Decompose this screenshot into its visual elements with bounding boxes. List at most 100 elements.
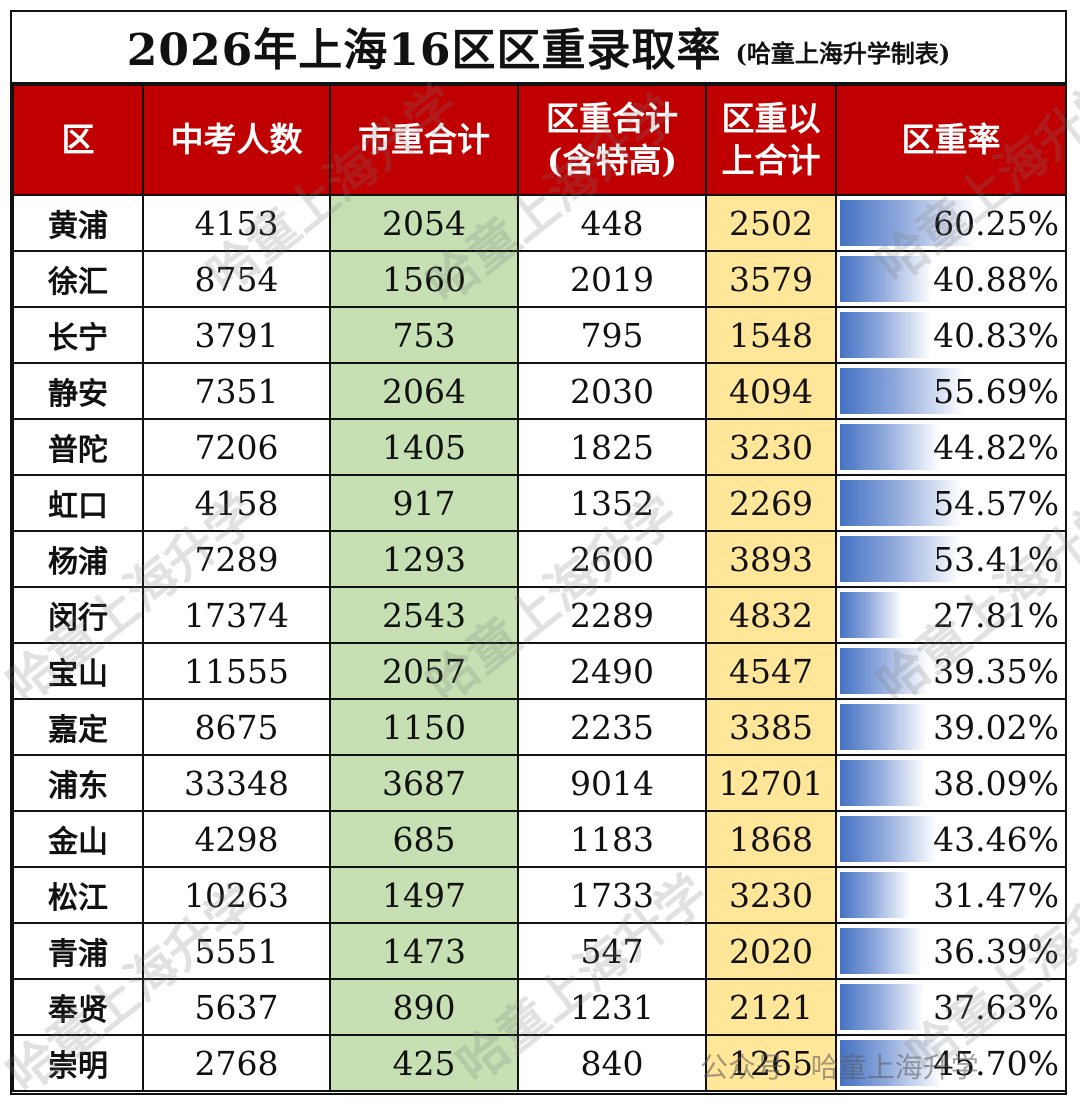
table-row: 闵行 17374 2543 2289 4832 27.81% bbox=[12, 586, 1067, 644]
rate-data-bar bbox=[840, 592, 902, 638]
table-row: 杨浦 7289 1293 2600 3893 53.41% bbox=[12, 530, 1067, 588]
table-row: 徐汇 8754 1560 2019 3579 40.88% bbox=[12, 250, 1067, 308]
header-district-key-total-line1: 区重合计 bbox=[546, 98, 678, 138]
cell-district: 徐汇 bbox=[12, 250, 144, 308]
cell-above-district-key: 2502 bbox=[705, 194, 837, 252]
rate-value: 39.35% bbox=[933, 651, 1059, 691]
cell-city-key-total: 1405 bbox=[329, 418, 519, 476]
cell-district: 长宁 bbox=[12, 306, 144, 364]
table-row: 奉贤 5637 890 1231 2121 37.63% bbox=[12, 978, 1067, 1036]
rate-data-bar bbox=[840, 704, 927, 750]
cell-district-key-rate: 39.35% bbox=[835, 642, 1067, 700]
cell-district: 崇明 bbox=[12, 1034, 144, 1092]
table-row: 金山 4298 685 1183 1868 43.46% bbox=[12, 810, 1067, 868]
rate-data-bar bbox=[840, 424, 940, 470]
cell-city-key-total: 685 bbox=[329, 810, 519, 868]
cell-district-key-total: 2289 bbox=[517, 586, 707, 644]
cell-district-key-rate: 38.09% bbox=[835, 754, 1067, 812]
cell-district-key-rate: 44.82% bbox=[835, 418, 1067, 476]
cell-exam-count: 8754 bbox=[142, 250, 331, 308]
cell-city-key-total: 425 bbox=[329, 1034, 519, 1092]
cell-above-district-key: 3230 bbox=[705, 866, 837, 924]
cell-district: 松江 bbox=[12, 866, 144, 924]
cell-above-district-key: 2020 bbox=[705, 922, 837, 980]
cell-district: 宝山 bbox=[12, 642, 144, 700]
cell-district-key-rate: 45.70% bbox=[835, 1034, 1067, 1092]
table-row: 长宁 3791 753 795 1548 40.83% bbox=[12, 306, 1067, 364]
cell-district-key-total: 547 bbox=[517, 922, 707, 980]
cell-exam-count: 3791 bbox=[142, 306, 331, 364]
cell-district-key-total: 2490 bbox=[517, 642, 707, 700]
cell-district-key-total: 795 bbox=[517, 306, 707, 364]
cell-district-key-rate: 31.47% bbox=[835, 866, 1067, 924]
header-city-key-total: 市重合计 bbox=[329, 84, 519, 196]
rate-data-bar bbox=[840, 312, 931, 358]
cell-district-key-total: 9014 bbox=[517, 754, 707, 812]
cell-city-key-total: 890 bbox=[329, 978, 519, 1036]
cell-district-key-rate: 43.46% bbox=[835, 810, 1067, 868]
header-row: 区 中考人数 市重合计 区重合计 (含特高) 区重以 上合计 区重率 bbox=[12, 84, 1067, 196]
cell-city-key-total: 2057 bbox=[329, 642, 519, 700]
table-row: 虹口 4158 917 1352 2269 54.57% bbox=[12, 474, 1067, 532]
cell-above-district-key: 3579 bbox=[705, 250, 837, 308]
cell-district: 黄浦 bbox=[12, 194, 144, 252]
header-district-key-rate: 区重率 bbox=[835, 84, 1067, 196]
cell-city-key-total: 2054 bbox=[329, 194, 519, 252]
table-body: 黄浦 4153 2054 448 2502 60.25% 徐汇 8754 1560 2019 357… bbox=[12, 194, 1067, 1092]
table-row: 松江 10263 1497 1733 3230 31.47% bbox=[12, 866, 1067, 924]
cell-district-key-total: 448 bbox=[517, 194, 707, 252]
cell-above-district-key: 3230 bbox=[705, 418, 837, 476]
cell-district: 闵行 bbox=[12, 586, 144, 644]
cell-exam-count: 7289 bbox=[142, 530, 331, 588]
rate-value: 40.83% bbox=[933, 315, 1059, 355]
cell-city-key-total: 1497 bbox=[329, 866, 519, 924]
cell-district-key-rate: 39.02% bbox=[835, 698, 1067, 756]
header-exam-count: 中考人数 bbox=[142, 84, 331, 196]
rate-data-bar bbox=[840, 760, 925, 806]
cell-city-key-total: 1560 bbox=[329, 250, 519, 308]
admission-rate-table: 区 中考人数 市重合计 区重合计 (含特高) 区重以 上合计 区重率 黄浦 415… bbox=[12, 84, 1067, 1092]
table-row: 浦东 33348 3687 9014 12701 38.09% bbox=[12, 754, 1067, 812]
cell-district: 普陀 bbox=[12, 418, 144, 476]
table-row: 黄浦 4153 2054 448 2502 60.25% bbox=[12, 194, 1067, 252]
rate-value: 53.41% bbox=[933, 539, 1059, 579]
cell-district-key-total: 1231 bbox=[517, 978, 707, 1036]
rate-data-bar bbox=[840, 368, 965, 414]
cell-above-district-key: 4547 bbox=[705, 642, 837, 700]
cell-district: 奉贤 bbox=[12, 978, 144, 1036]
header-above-line1: 区重以 bbox=[721, 98, 821, 138]
title-bar: 2026年上海16区区重录取率 (哈童上海升学制表) bbox=[10, 10, 1067, 84]
cell-district-key-total: 2600 bbox=[517, 530, 707, 588]
rate-value: 54.57% bbox=[933, 483, 1059, 523]
cell-exam-count: 4158 bbox=[142, 474, 331, 532]
rate-value: 36.39% bbox=[933, 931, 1059, 971]
cell-district: 青浦 bbox=[12, 922, 144, 980]
cell-exam-count: 17374 bbox=[142, 586, 331, 644]
cell-exam-count: 33348 bbox=[142, 754, 331, 812]
rate-value: 44.82% bbox=[933, 427, 1059, 467]
cell-district-key-total: 1183 bbox=[517, 810, 707, 868]
table-row: 普陀 7206 1405 1825 3230 44.82% bbox=[12, 418, 1067, 476]
cell-district: 浦东 bbox=[12, 754, 144, 812]
cell-exam-count: 7206 bbox=[142, 418, 331, 476]
cell-exam-count: 10263 bbox=[142, 866, 331, 924]
rate-value: 37.63% bbox=[933, 987, 1059, 1027]
table-row: 嘉定 8675 1150 2235 3385 39.02% bbox=[12, 698, 1067, 756]
cell-district-key-total: 1825 bbox=[517, 418, 707, 476]
cell-district-key-rate: 60.25% bbox=[835, 194, 1067, 252]
header-district-key-total: 区重合计 (含特高) bbox=[517, 84, 707, 196]
rate-value: 60.25% bbox=[933, 203, 1059, 243]
cell-district-key-rate: 54.57% bbox=[835, 474, 1067, 532]
cell-above-district-key: 1265 bbox=[705, 1034, 837, 1092]
cell-district-key-rate: 40.83% bbox=[835, 306, 1067, 364]
cell-district-key-rate: 55.69% bbox=[835, 362, 1067, 420]
cell-exam-count: 7351 bbox=[142, 362, 331, 420]
cell-above-district-key: 4094 bbox=[705, 362, 837, 420]
cell-district: 金山 bbox=[12, 810, 144, 868]
cell-above-district-key: 4832 bbox=[705, 586, 837, 644]
cell-city-key-total: 3687 bbox=[329, 754, 519, 812]
cell-district-key-rate: 36.39% bbox=[835, 922, 1067, 980]
cell-district: 静安 bbox=[12, 362, 144, 420]
page-title: 2026年上海16区区重录取率 bbox=[126, 25, 722, 76]
cell-district: 嘉定 bbox=[12, 698, 144, 756]
